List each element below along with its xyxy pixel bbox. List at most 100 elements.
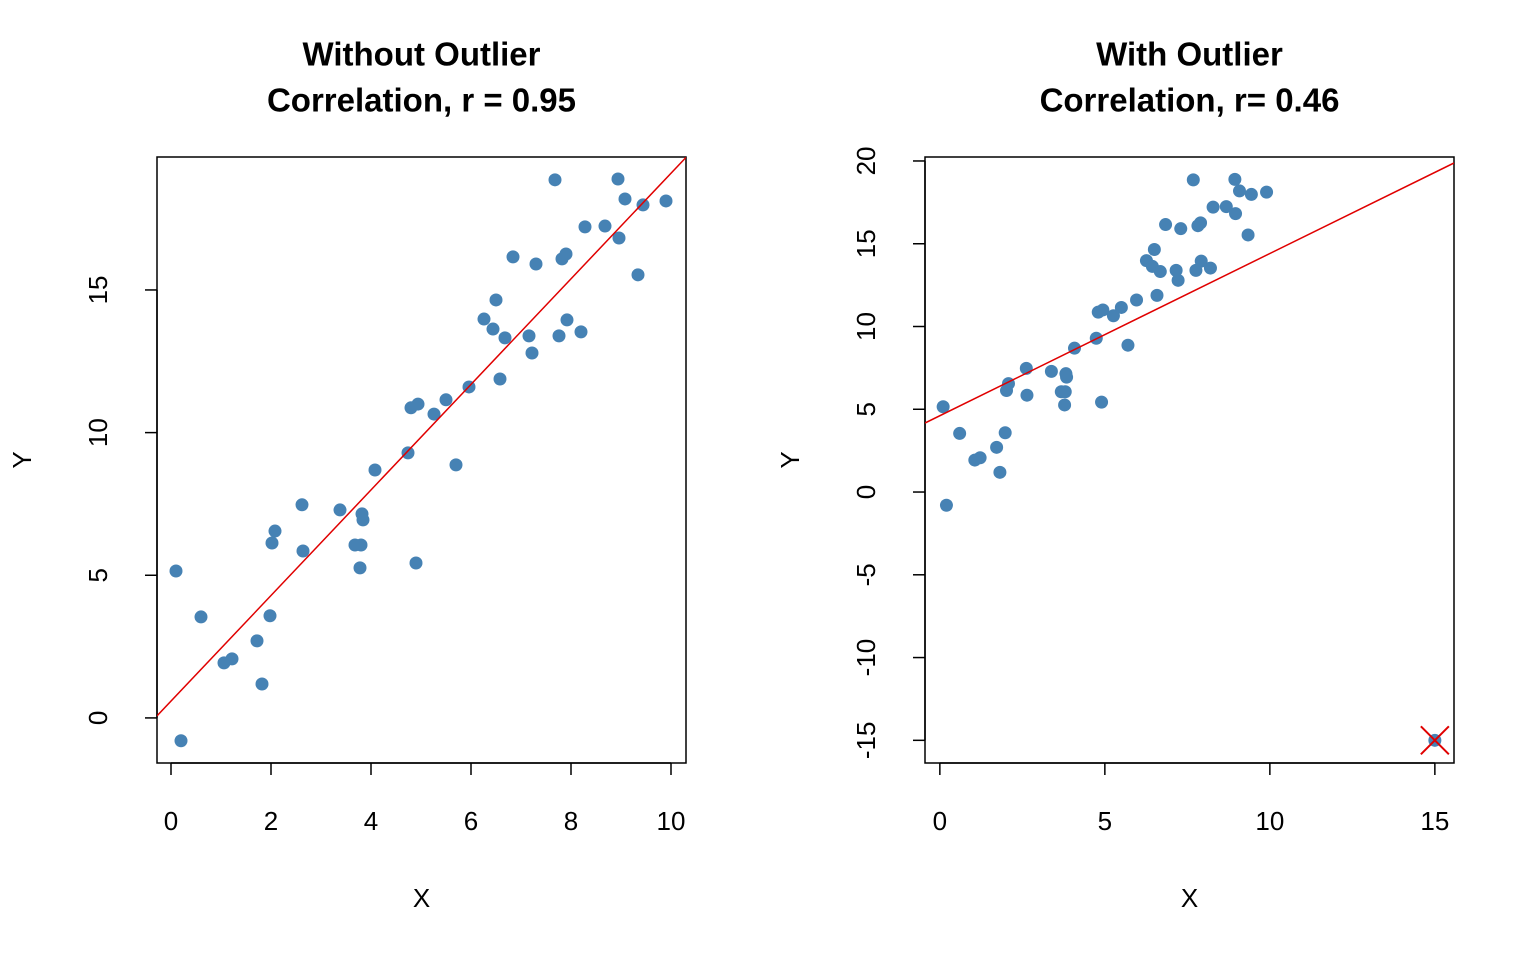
point xyxy=(296,544,310,558)
point xyxy=(225,652,239,666)
point xyxy=(449,458,463,472)
point xyxy=(1232,184,1246,198)
point xyxy=(1095,395,1109,409)
point xyxy=(1020,388,1034,402)
point xyxy=(1067,341,1081,355)
y-tick-label: -5 xyxy=(851,563,881,586)
point xyxy=(522,329,536,343)
point xyxy=(1260,185,1274,199)
point xyxy=(548,173,562,187)
x-tick-label: 0 xyxy=(933,806,947,836)
point xyxy=(1121,338,1135,352)
point xyxy=(427,407,441,421)
point xyxy=(1203,261,1217,275)
point xyxy=(618,192,632,206)
point xyxy=(250,634,264,648)
y-tick-label: -10 xyxy=(851,639,881,677)
plot-box xyxy=(924,156,1455,764)
point xyxy=(659,194,673,208)
point xyxy=(1044,364,1058,378)
point xyxy=(560,313,574,327)
outlier-stroke xyxy=(1420,725,1450,756)
point xyxy=(498,331,512,345)
chart-title: With Outlier xyxy=(1096,36,1283,73)
point xyxy=(1244,187,1258,201)
point xyxy=(525,346,539,360)
x-axis-label: X xyxy=(1181,883,1198,913)
point xyxy=(411,397,425,411)
point xyxy=(409,556,423,570)
point xyxy=(1186,173,1200,187)
y-axis-label: Y xyxy=(775,451,805,468)
point xyxy=(993,465,1007,479)
y-tick-label: 20 xyxy=(851,147,881,176)
point xyxy=(611,172,625,186)
point xyxy=(1058,385,1072,399)
point xyxy=(973,451,987,465)
x-tick-label: 10 xyxy=(1255,806,1284,836)
point xyxy=(578,220,592,234)
point xyxy=(598,219,612,233)
point xyxy=(1219,200,1233,214)
point xyxy=(939,498,953,512)
point xyxy=(552,329,566,343)
point xyxy=(255,677,269,691)
y-tick-label: 0 xyxy=(851,485,881,499)
point xyxy=(574,325,588,339)
point xyxy=(353,561,367,575)
fit-line xyxy=(925,162,1454,424)
point xyxy=(333,503,347,517)
point xyxy=(1060,370,1074,384)
x-tick-label: 15 xyxy=(1420,806,1449,836)
x-tick-label: 2 xyxy=(264,806,278,836)
point xyxy=(354,538,368,552)
point xyxy=(1169,263,1183,277)
point xyxy=(401,446,415,460)
y-tick-label: 10 xyxy=(83,418,113,447)
y-tick-label: -15 xyxy=(851,722,881,760)
y-tick-label: 15 xyxy=(83,275,113,304)
x-tick-label: 0 xyxy=(164,806,178,836)
point xyxy=(1114,300,1128,314)
point xyxy=(356,513,370,527)
point xyxy=(1194,216,1208,230)
point xyxy=(174,734,188,748)
x-tick-label: 5 xyxy=(1098,806,1112,836)
x-tick-label: 8 xyxy=(564,806,578,836)
point xyxy=(998,426,1012,440)
x-tick-label: 4 xyxy=(364,806,378,836)
point xyxy=(268,524,282,538)
point xyxy=(529,257,543,271)
y-axis-label: Y xyxy=(7,451,37,468)
point xyxy=(1171,273,1185,287)
point xyxy=(636,198,650,212)
point xyxy=(1130,293,1144,307)
point xyxy=(559,247,573,261)
point xyxy=(1096,303,1110,317)
chart-subtitle: Correlation, r= 0.46 xyxy=(1040,82,1340,119)
point xyxy=(1106,309,1120,323)
point xyxy=(489,293,503,307)
x-tick-label: 6 xyxy=(464,806,478,836)
point xyxy=(1153,265,1167,279)
point xyxy=(265,536,279,550)
point xyxy=(506,250,520,264)
point xyxy=(169,564,183,578)
point xyxy=(263,609,277,623)
point xyxy=(1206,200,1220,214)
chart-subtitle: Correlation, r = 0.95 xyxy=(267,82,576,119)
point xyxy=(953,426,967,440)
y-tick-label: 10 xyxy=(851,312,881,341)
y-tick-label: 5 xyxy=(851,402,881,416)
point xyxy=(439,393,453,407)
point xyxy=(936,400,950,414)
point xyxy=(295,498,309,512)
y-tick-label: 15 xyxy=(851,229,881,258)
point xyxy=(990,440,1004,454)
point xyxy=(631,268,645,282)
plot-box xyxy=(156,156,687,764)
point xyxy=(486,322,500,336)
point xyxy=(612,231,626,245)
point xyxy=(194,610,208,624)
point xyxy=(1228,172,1242,186)
